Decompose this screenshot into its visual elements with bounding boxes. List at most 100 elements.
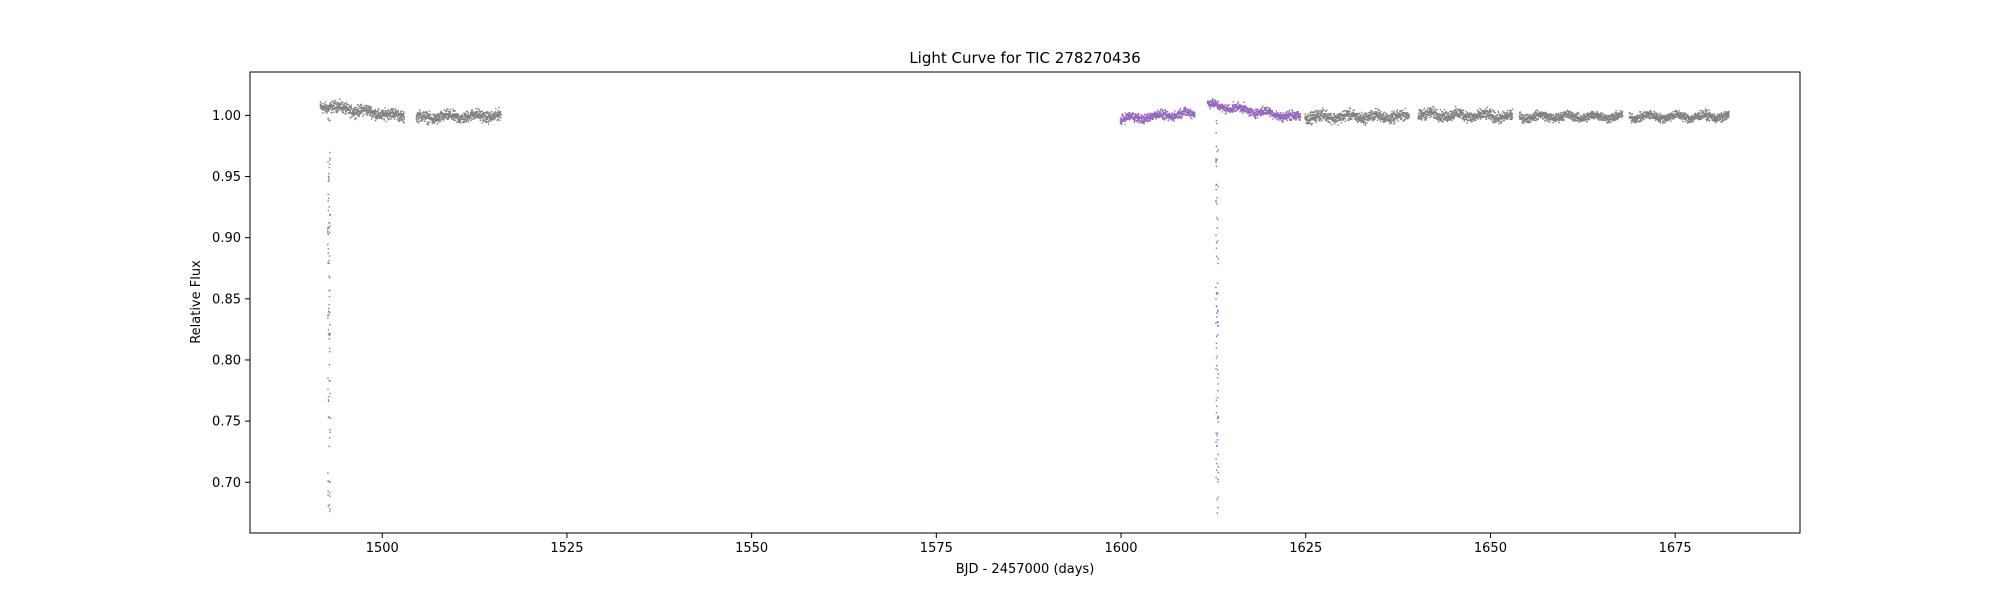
data-point [1535, 114, 1537, 117]
data-point [1423, 114, 1425, 116]
data-point [1304, 118, 1307, 121]
data-point [1457, 114, 1460, 116]
data-point [377, 110, 379, 113]
data-point [1571, 118, 1573, 121]
data-point [1392, 113, 1394, 116]
data-point [1389, 123, 1391, 125]
data-point [1145, 119, 1147, 122]
data-point [1656, 113, 1659, 115]
data-point [1180, 111, 1182, 113]
data-point [1475, 117, 1477, 119]
data-point [490, 119, 492, 121]
data-point [1362, 121, 1364, 123]
data-point [1421, 117, 1423, 120]
data-point [390, 113, 392, 115]
data-point [432, 117, 434, 120]
data-point [462, 115, 464, 117]
data-point [1579, 118, 1581, 120]
data-point [327, 105, 329, 108]
data-point [327, 400, 330, 402]
data-point [1694, 115, 1696, 118]
data-point [1305, 117, 1308, 119]
data-point [1456, 108, 1458, 110]
data-point [1463, 115, 1465, 118]
data-point [1665, 116, 1667, 118]
data-point [1434, 116, 1437, 119]
data-point [1466, 119, 1468, 121]
data-point [433, 113, 436, 115]
data-point [1669, 118, 1672, 121]
data-point [1394, 122, 1396, 124]
data-point [1136, 117, 1138, 119]
data-point [328, 303, 330, 306]
data-point [1341, 111, 1344, 113]
data-point [1189, 113, 1191, 115]
series-1-segment-1 [319, 98, 406, 124]
data-point [327, 505, 329, 507]
data-point [466, 119, 468, 122]
data-point [1147, 114, 1150, 117]
data-point [1310, 122, 1312, 125]
data-point [319, 101, 322, 103]
data-point [457, 115, 459, 118]
data-point [1536, 112, 1538, 115]
data-point [1419, 110, 1422, 112]
data-point [1325, 113, 1327, 115]
data-point [1184, 114, 1187, 116]
data-point [1725, 115, 1727, 118]
data-point [339, 98, 341, 100]
data-point [1519, 111, 1522, 113]
data-point [1327, 113, 1329, 115]
data-point [416, 120, 418, 123]
data-point [329, 495, 331, 497]
data-point [1575, 116, 1577, 118]
data-point [1349, 107, 1352, 110]
data-point [1693, 118, 1696, 120]
data-point [1610, 119, 1613, 121]
data-point [1356, 117, 1358, 119]
data-point [1586, 117, 1589, 119]
data-point [400, 118, 402, 121]
data-point [329, 324, 331, 326]
data-point [1634, 116, 1636, 118]
data-point [1647, 112, 1650, 114]
data-point [455, 113, 457, 116]
series-1-points [319, 98, 1730, 513]
data-point [465, 113, 467, 115]
data-point [1207, 103, 1210, 105]
data-point [1529, 114, 1532, 116]
data-point [1212, 106, 1215, 108]
data-point [1334, 122, 1337, 124]
data-point [1660, 118, 1663, 121]
data-point [1435, 109, 1437, 111]
data-point [1587, 112, 1589, 114]
data-point [1172, 117, 1174, 119]
data-point [359, 106, 362, 109]
data-point [1563, 115, 1565, 117]
data-point [1315, 119, 1318, 121]
data-point [1571, 111, 1573, 114]
data-point [1150, 113, 1152, 116]
data-point [1575, 120, 1577, 122]
data-point [1440, 120, 1443, 122]
data-point [1707, 112, 1710, 114]
data-point [427, 122, 429, 125]
series-1-segment-4 [1417, 105, 1514, 125]
data-point [1561, 119, 1563, 121]
data-point [389, 111, 391, 113]
data-point [1452, 112, 1454, 114]
data-point [1432, 109, 1435, 112]
data-point [456, 114, 459, 117]
data-point [1377, 115, 1379, 118]
data-point [1363, 115, 1365, 117]
data-point [1503, 115, 1506, 117]
data-point [1136, 116, 1138, 119]
data-point [352, 110, 354, 112]
data-point [1690, 121, 1692, 123]
data-point [1688, 116, 1690, 118]
data-point [1372, 115, 1374, 117]
data-point [1185, 114, 1187, 117]
data-point [1348, 119, 1350, 121]
data-point [1141, 115, 1144, 117]
data-point [1592, 111, 1594, 113]
